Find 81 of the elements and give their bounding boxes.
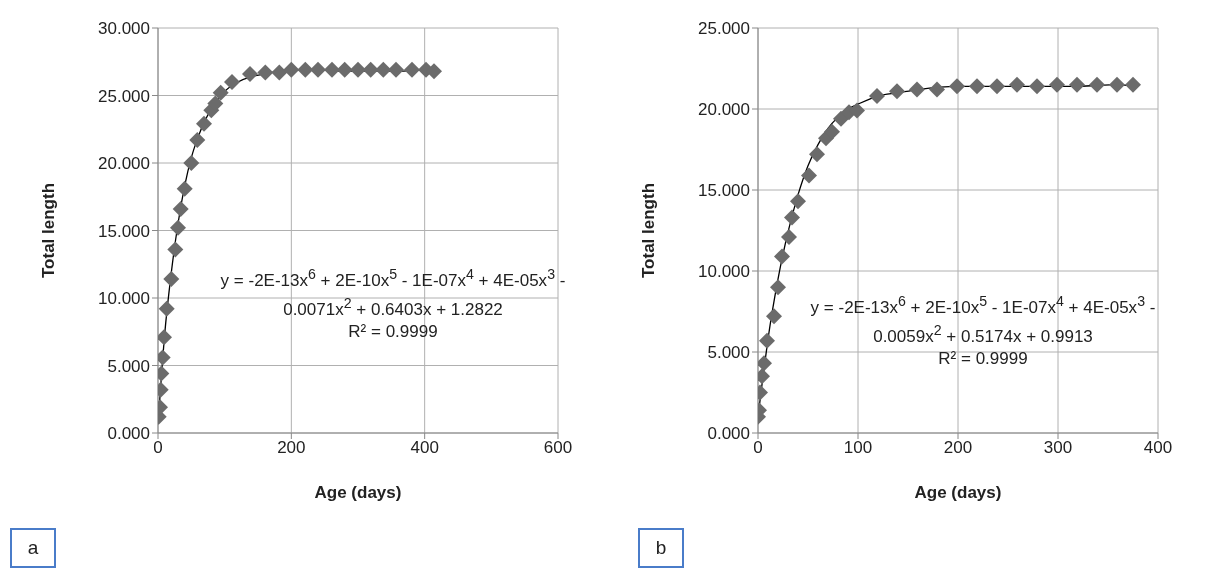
x-tick-label: 400 <box>1143 438 1173 458</box>
text: y = -2E-13x$^{6}$ + 2E-10x$^{5}$ - 1E-07x$^{4}$ + 4E-05x$^{3}$ - 0.0071x$^{2}$ + 0.6403x + 1.2822 <box>220 266 566 319</box>
y-tick-label: 10.000 <box>698 262 750 282</box>
point <box>784 209 800 226</box>
point <box>167 241 184 258</box>
point <box>969 78 985 95</box>
point <box>283 61 300 78</box>
point <box>774 248 790 265</box>
x-axis-title: Age (days) <box>914 483 1002 502</box>
y-tick-label: 20.000 <box>698 100 750 120</box>
point <box>1069 76 1085 93</box>
point <box>163 271 180 288</box>
y-axis-title: Total length <box>39 182 59 279</box>
point <box>158 300 175 317</box>
y-tick-label: 5.000 <box>707 343 750 363</box>
point <box>824 123 840 140</box>
annotation: R² = 0.9999 <box>937 348 1029 371</box>
point <box>297 61 314 78</box>
point <box>989 78 1005 95</box>
point <box>1009 76 1025 93</box>
point <box>242 65 258 82</box>
annotation: R² = 0.9999 <box>347 321 439 344</box>
point <box>212 84 229 101</box>
point <box>310 61 326 78</box>
y-tick-label: 25.000 <box>98 86 150 106</box>
text: a <box>10 528 56 568</box>
x-tick-label: 0 <box>753 438 763 458</box>
point <box>404 61 420 78</box>
point <box>758 355 772 372</box>
point <box>889 83 905 100</box>
y-tick-label: 0.000 <box>707 424 750 444</box>
point <box>1125 76 1141 93</box>
point <box>183 155 200 171</box>
y-tick-label: 15.000 <box>98 221 150 241</box>
point <box>1049 76 1065 93</box>
point <box>781 228 797 245</box>
point <box>172 200 189 217</box>
point <box>1109 76 1125 93</box>
point <box>170 219 186 236</box>
point <box>770 279 786 296</box>
point <box>336 61 353 78</box>
point <box>257 64 274 81</box>
x-tick-label: 600 <box>543 438 573 458</box>
point <box>271 64 288 81</box>
y-tick-label: 10.000 <box>98 289 150 309</box>
point <box>324 61 340 78</box>
x-tick-label: 300 <box>1043 438 1073 458</box>
y-tick-label: 15.000 <box>698 181 750 201</box>
point <box>929 81 945 98</box>
x-tick-label: 100 <box>843 438 873 458</box>
x-tick-label: 400 <box>410 438 439 458</box>
point <box>790 193 806 210</box>
point <box>1029 78 1045 95</box>
y-tick-label: 0.000 <box>107 424 150 444</box>
point <box>388 61 404 78</box>
point <box>350 61 366 78</box>
y-tick-label: 5.000 <box>107 356 150 376</box>
x-axis-title: Age (days) <box>314 483 402 502</box>
point <box>869 88 885 105</box>
x-tick-label: 0 <box>153 438 163 458</box>
point <box>224 74 240 90</box>
point <box>189 132 206 149</box>
text: b <box>638 528 684 568</box>
point <box>909 81 925 98</box>
y-tick-label: 25.000 <box>698 19 750 39</box>
point <box>1089 76 1105 93</box>
y-tick-label: 20.000 <box>98 154 150 174</box>
point <box>949 78 965 95</box>
point <box>196 115 212 132</box>
x-tick-label: 200 <box>943 438 973 458</box>
text: y = -2E-13x$^{6}$ + 2E-10x$^{5}$ - 1E-07x$^{4}$ + 4E-05x$^{3}$ - 0.0059x$^{2}$ + 0.5174x + 0.9913 <box>810 293 1156 346</box>
point <box>176 180 193 197</box>
point <box>809 146 825 163</box>
point <box>375 61 392 78</box>
x-tick-label: 200 <box>277 438 306 458</box>
point <box>362 61 379 78</box>
y-tick-label: 30.000 <box>98 19 150 39</box>
point <box>766 308 782 325</box>
point <box>759 332 775 349</box>
point <box>801 167 817 184</box>
y-axis-title: Total length <box>639 182 659 279</box>
